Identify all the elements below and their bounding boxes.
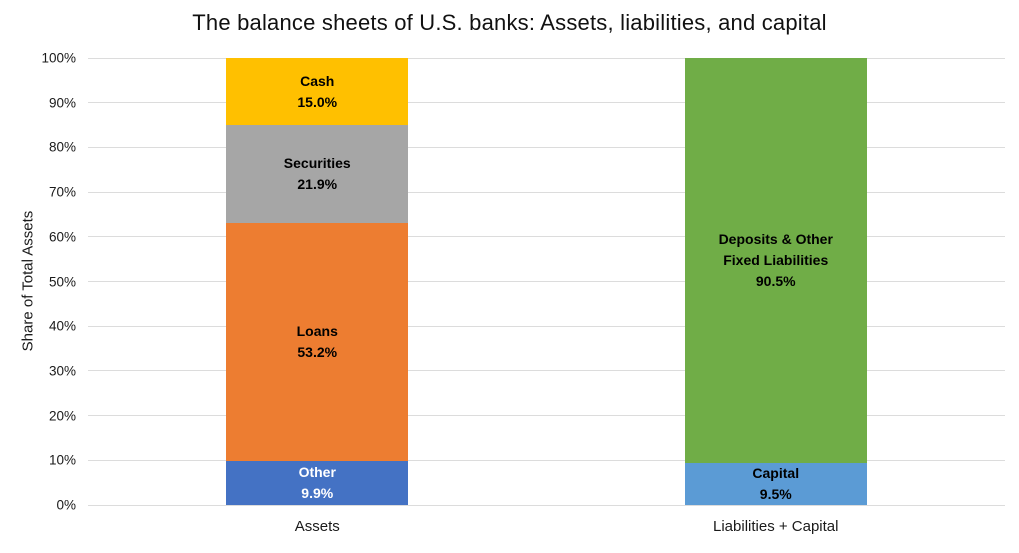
gridline: [88, 57, 1005, 59]
gridline: [88, 281, 1005, 282]
y-axis-tick-label: 100%: [41, 50, 76, 66]
segment-data-label: Loans 53.2%: [296, 322, 338, 360]
x-axis-category-label: Assets: [294, 518, 340, 535]
y-axis-tick-label: 40%: [48, 318, 76, 334]
y-axis-tick-label: 20%: [48, 408, 76, 424]
segment-data-label: Cash 15.0%: [297, 72, 338, 110]
y-axis-tick-label: 70%: [48, 184, 76, 200]
bar-segment-deposits-other-fixed-liabilities: Deposits & Other Fixed Liabilities 90.5%: [684, 58, 867, 463]
gridline: [88, 325, 1005, 327]
gridline: [88, 146, 1005, 148]
segment-data-label: Capital 9.5%: [752, 464, 800, 502]
gridline: [88, 102, 1005, 104]
x-axis: Assets Liabilities + Capital: [88, 518, 1005, 542]
gridline: [88, 415, 1005, 417]
y-axis: 0% 10% 20% 30% 40% 50% 60% 70% 80% 90% 100%: [0, 51, 76, 513]
gridline: [88, 191, 1005, 193]
y-axis-tick-label: 90%: [48, 95, 76, 111]
gridline: [88, 236, 1005, 238]
bar-segment-other: Other 9.9%: [226, 460, 409, 505]
gridline: [88, 370, 1005, 372]
bar-segment-capital: Capital 9.5%: [684, 462, 867, 505]
segment-data-label: Securities 21.9%: [283, 155, 351, 192]
y-axis-tick-label: 0%: [56, 497, 76, 513]
y-axis-tick-label: 30%: [48, 363, 76, 379]
y-axis-tick-label: 50%: [48, 274, 76, 289]
gridline: [88, 459, 1005, 461]
chart-title: The balance sheets of U.S. banks: Assets…: [192, 10, 827, 35]
y-axis-tick-label: 80%: [48, 139, 76, 155]
x-axis-category-label: Liabilities + Capital: [713, 518, 839, 535]
gridline: [88, 504, 1005, 506]
y-axis-tick-label: 10%: [48, 452, 76, 468]
bar-segment-loans: Loans 53.2%: [226, 222, 409, 461]
segment-data-label: Deposits & Other Fixed Liabilities 90.5%: [718, 230, 833, 289]
bar-segment-securities: Securities 21.9%: [226, 125, 409, 223]
y-axis-tick-label: 60%: [48, 229, 76, 245]
plot-area: Other 9.9% Loans 53.2% Securities 21.9% Cash 15…: [88, 57, 1005, 506]
segment-data-label: Other 9.9%: [298, 463, 336, 501]
bar-segment-cash: Cash 15.0%: [226, 58, 409, 126]
